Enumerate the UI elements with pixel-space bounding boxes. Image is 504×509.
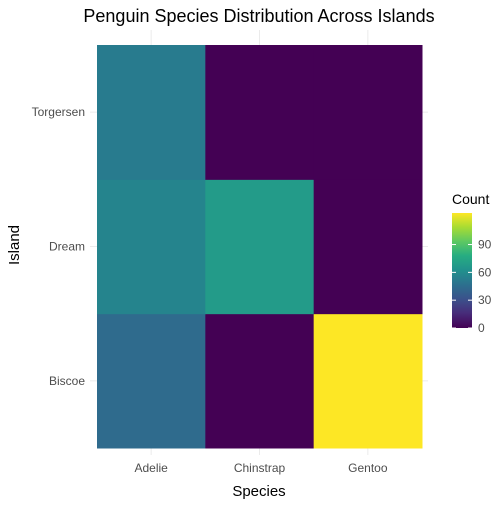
color-legend: Count 0 30 60 90 [452, 191, 492, 335]
legend-ticks: 0 30 60 90 [452, 238, 492, 335]
legend-tick-label: 30 [478, 293, 492, 307]
heatmap-cell-chinstrap-biscoe [205, 313, 315, 449]
x-tick-labels: Adelie Chinstrap Gentoo [134, 461, 387, 475]
legend-title: Count [452, 191, 489, 207]
y-tick-labels: Biscoe Dream Torgersen [32, 105, 86, 388]
heatmap-cells [97, 45, 423, 449]
chart-title: Penguin Species Distribution Across Isla… [83, 6, 434, 26]
x-tick-label: Gentoo [348, 461, 388, 475]
y-tick-label: Dream [49, 240, 85, 254]
heatmap-cell-chinstrap-dream [205, 179, 315, 315]
y-tick-label: Biscoe [49, 374, 85, 388]
heatmap-cell-gentoo-biscoe [313, 313, 423, 449]
heatmap-cell-gentoo-dream [313, 179, 423, 315]
legend-tick-label: 60 [478, 265, 492, 279]
y-axis-label: Island [6, 225, 23, 265]
legend-color-bar [452, 213, 472, 328]
x-axis-label: Species [232, 483, 285, 500]
heatmap-cell-adelie-torgersen [97, 45, 206, 180]
heatmap-cell-adelie-dream [97, 179, 206, 315]
y-tick-label: Torgersen [32, 105, 85, 119]
heatmap-cell-gentoo-torgersen [313, 45, 423, 180]
legend-tick-label: 90 [478, 238, 492, 252]
x-tick-label: Chinstrap [234, 461, 286, 475]
x-tick-label: Adelie [134, 461, 168, 475]
heatmap-cell-adelie-biscoe [97, 313, 206, 449]
legend-tick-label: 0 [478, 321, 485, 335]
heatmap-cell-chinstrap-torgersen [205, 45, 315, 180]
